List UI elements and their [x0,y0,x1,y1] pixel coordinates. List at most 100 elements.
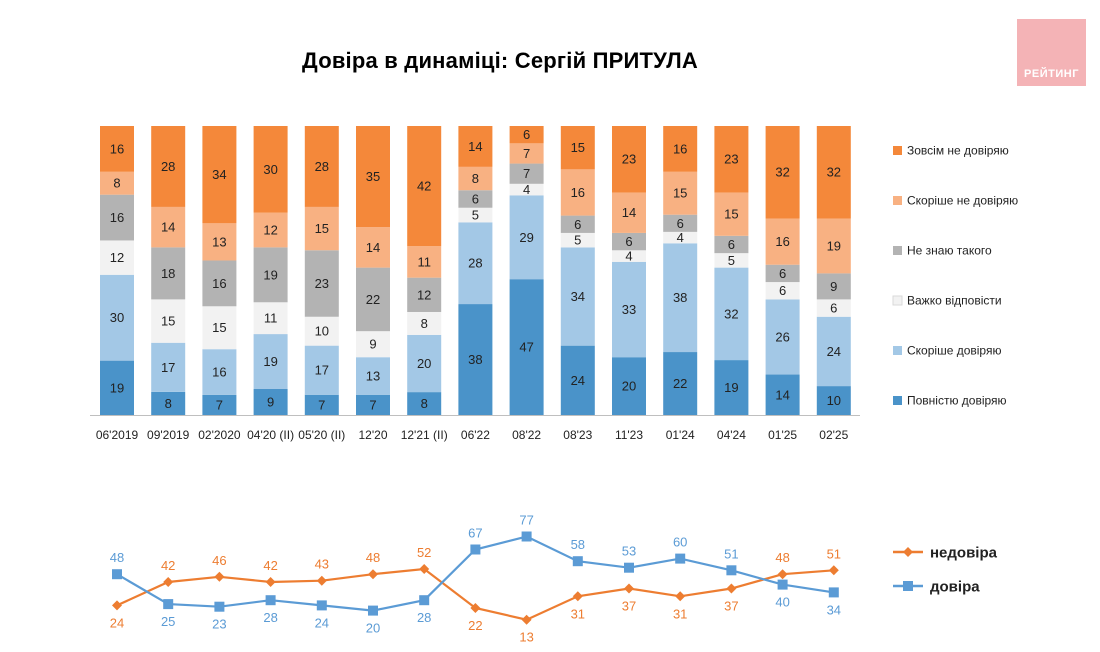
bar-segment [202,126,237,224]
bar-value-label: 9 [369,337,376,352]
bar-segment [816,299,851,317]
data-label: 58 [571,537,585,552]
bar-segment [304,126,339,207]
bar-value-label: 9 [830,279,837,294]
bar-value-label: 6 [677,216,684,231]
bar-segment [663,231,698,244]
data-label: 43 [315,557,329,572]
bar-value-label: 6 [574,217,581,232]
bar-value-label: 10 [827,393,841,408]
bar-value-label: 33 [622,302,636,317]
bar-value-label: 12 [263,223,277,238]
bar-segment [560,232,595,248]
x-tick-label: 08'22 [512,428,541,442]
bar-segment [356,394,390,415]
bar-value-label: 8 [421,316,428,331]
bar-value-label: 13 [366,368,380,383]
bar-segment [253,334,288,389]
bar-segment [407,392,442,415]
data-label: 24 [110,615,124,630]
bar-value-label: 15 [673,186,687,201]
bar-segment [765,374,800,415]
legend-label: недовіра [930,545,998,562]
data-point [624,583,634,594]
x-tick-label: 01'25 [768,428,797,442]
bar-value-label: 12 [110,250,124,265]
data-point [112,600,122,611]
data-label: 37 [724,599,738,614]
data-point [828,565,839,576]
bar-segment [714,360,749,415]
bar-segment [304,345,339,395]
bar-segment [560,215,595,233]
bar-value-label: 5 [728,253,735,268]
data-point [521,531,532,542]
bar-value-label: 24 [571,373,585,388]
x-tick-label: 12'21 (II) [401,428,448,442]
data-label: 40 [775,595,789,610]
bar-segment [509,163,544,184]
bar-segment [458,304,493,415]
bar-value-label: 12 [417,287,431,302]
legend-swatch [893,196,902,205]
x-tick-label: 04'24 [717,428,746,442]
bar-segment [458,190,493,208]
bar-value-label: 38 [673,290,687,305]
bar-segment [151,206,186,248]
bar-value-label: 7 [523,166,530,181]
bar-value-label: 20 [417,356,431,371]
bar-segment [816,386,851,415]
data-label: 42 [161,558,175,573]
bar-value-label: 28 [161,159,175,174]
legend-label: Важко відповісти [907,294,1002,308]
legend-label: Повністю довіряю [907,394,1007,408]
bar-value-label: 5 [472,208,479,223]
bar-segment [304,250,339,317]
bar-segment [509,143,544,164]
data-label: 53 [622,544,636,559]
bar-value-label: 4 [625,249,632,264]
bar-segment [612,192,646,233]
bar-value-label: 10 [315,324,329,339]
bar-segment [560,126,595,170]
bar-value-label: 16 [212,365,226,380]
data-point [726,583,737,594]
bar-segment [816,126,851,219]
bar-segment [714,192,749,236]
bar-segment [714,267,749,361]
bar-value-label: 14 [161,220,175,235]
data-label: 77 [519,513,533,528]
bar-value-label: 14 [468,139,482,154]
data-point [777,579,788,590]
x-tick-label: 04'20 (II) [247,428,294,442]
bar-value-label: 7 [369,397,376,412]
bar-segment [304,394,339,415]
bar-segment [100,126,134,172]
bar-value-label: 35 [366,169,380,184]
data-point [572,591,583,602]
data-label: 52 [417,545,431,560]
bar-value-label: 11 [417,254,431,269]
data-point [265,577,276,587]
bar-segment [509,183,544,196]
data-point [470,544,481,555]
bar-value-label: 22 [673,376,687,391]
bar-value-label: 16 [110,210,124,225]
data-point [624,562,634,573]
bar-value-label: 6 [728,237,735,252]
bar-value-label: 16 [212,276,226,291]
bar-value-label: 7 [318,397,325,412]
bar-segment [765,218,800,265]
bar-value-label: 16 [775,234,789,249]
bar-value-label: 32 [775,165,789,180]
bar-segment [714,253,749,268]
bar-value-label: 18 [161,266,175,281]
bar-segment [612,126,646,193]
bar-value-label: 19 [263,267,277,282]
bar-segment [407,311,442,335]
bar-value-label: 6 [779,266,786,281]
bar-segment [407,334,442,393]
bar-segment [253,247,288,303]
bar-value-label: 23 [622,152,636,167]
bar-value-label: 14 [622,205,636,220]
